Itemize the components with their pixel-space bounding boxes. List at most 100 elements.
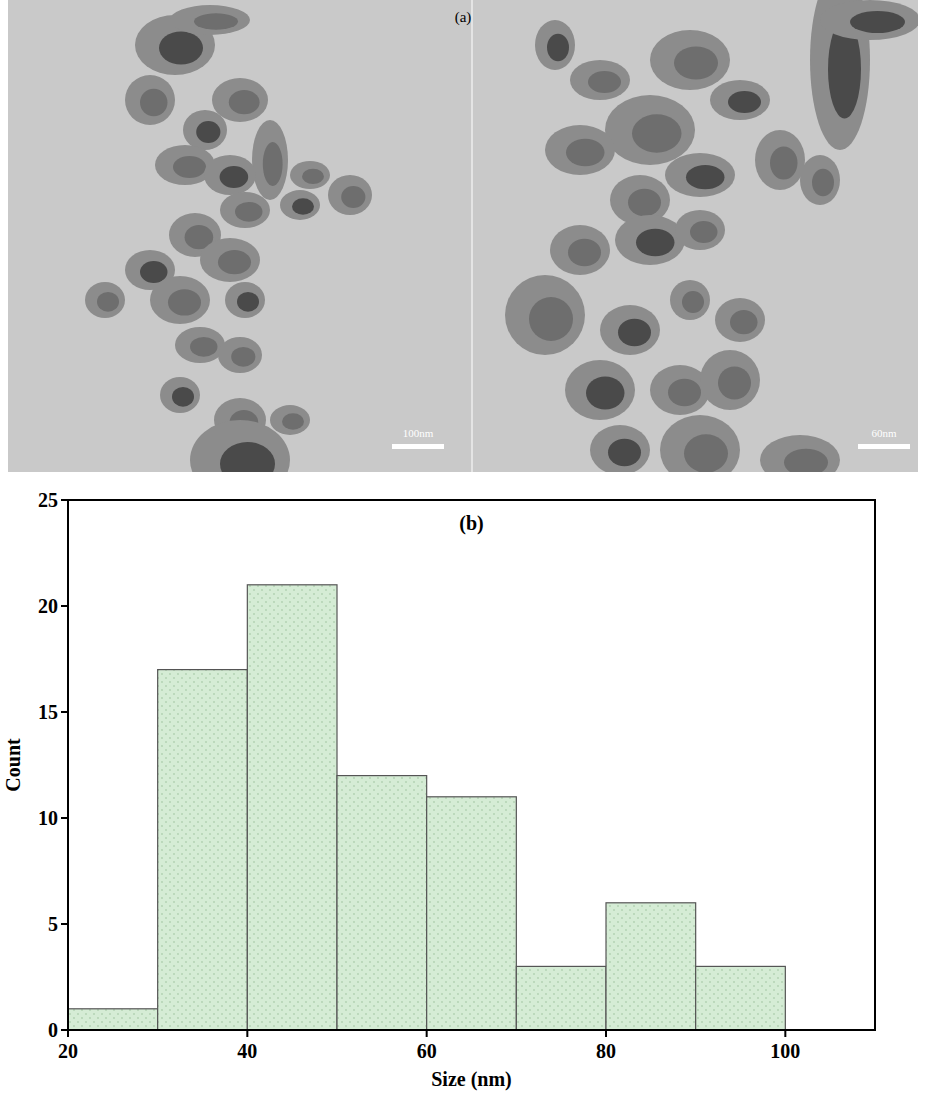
tem-background [472,0,918,472]
y-tick [61,499,68,501]
particle [760,435,840,472]
y-tick-label: 15 [38,701,58,723]
x-tick [246,1030,248,1037]
x-axis-title: Size (nm) [431,1068,512,1091]
particle-core [341,186,365,208]
particle-core [218,250,251,274]
histogram-bar [516,966,606,1030]
y-tick [61,711,68,713]
particle-core [682,291,704,313]
particle-core [608,439,641,467]
particle [600,305,660,355]
particle-core [636,229,675,257]
particle [505,275,585,355]
panel-label: (a) [455,9,472,26]
particle-core [173,156,206,178]
particle-core [690,221,718,243]
particle-core [172,387,194,407]
particle [755,130,805,190]
page: (a)100nm60nm204060801000510152025Size (n… [0,0,925,1106]
y-tick [61,817,68,819]
histogram-bar [247,585,337,1030]
particle-core [684,434,728,472]
particle-core [728,91,761,113]
y-tick [61,1029,68,1031]
particle [125,75,175,125]
particle [820,0,918,40]
panel-label: (b) [459,512,483,535]
particle-core [529,297,573,341]
particle [675,210,725,250]
particle [225,282,265,318]
x-tick [784,1030,786,1037]
particle-core [302,169,324,184]
particle-core [812,169,834,197]
plot-frame [68,500,875,1030]
particle-core [730,310,758,334]
particle-core [235,202,263,222]
particle-core [568,239,601,267]
particle-core [566,139,605,167]
particle-core [282,413,304,430]
particle [615,215,685,265]
particle [800,155,840,205]
particle [150,276,210,324]
particle [200,238,260,282]
histogram-bar [337,776,427,1030]
particle-core [263,142,283,186]
x-tick [426,1030,428,1037]
particle [160,377,200,413]
particle [183,110,227,150]
tem-image [8,0,472,472]
particle [660,415,740,472]
particle [85,282,125,318]
particle [252,120,288,200]
y-tick-label: 5 [48,913,58,935]
x-tick [67,1030,69,1037]
particle-core [784,449,828,472]
particle [212,78,268,122]
particle-core [168,289,201,315]
x-tick-label: 20 [58,1040,78,1062]
particle-core [196,121,220,143]
particle [670,280,710,320]
histogram-bar [158,670,248,1030]
histogram-bar [427,797,517,1030]
y-axis-title: Count [2,738,24,792]
particle-core [770,147,798,180]
y-tick [61,923,68,925]
particle-core [628,189,661,217]
particle [570,60,630,100]
image-divider [472,0,473,472]
particle-core [588,71,621,93]
particle [565,360,635,420]
particle [328,175,372,215]
scale-bar-label: 100nm [403,427,434,439]
particle-core [190,337,218,357]
particle [270,405,310,435]
particle-core [220,442,275,472]
particle [665,153,735,197]
y-tick-label: 0 [48,1019,58,1041]
scale-bar [392,444,444,449]
histogram-bar [606,903,696,1030]
particle [280,190,320,220]
particle-core [229,90,260,114]
particle-core [231,347,255,367]
particle-core [292,198,314,215]
particle-core [686,165,725,189]
particle [715,298,765,342]
particle-core [632,114,682,153]
y-tick-label: 20 [38,595,58,617]
histogram-bar [696,966,786,1030]
scale-bar-label: 60nm [871,427,897,439]
x-tick-label: 40 [237,1040,257,1062]
particle [535,20,575,70]
particle-core [668,379,701,407]
particle [190,420,290,472]
tem-image [472,0,918,472]
particle [204,155,256,195]
bars [68,585,785,1030]
particle [175,327,225,363]
particle [710,80,770,120]
